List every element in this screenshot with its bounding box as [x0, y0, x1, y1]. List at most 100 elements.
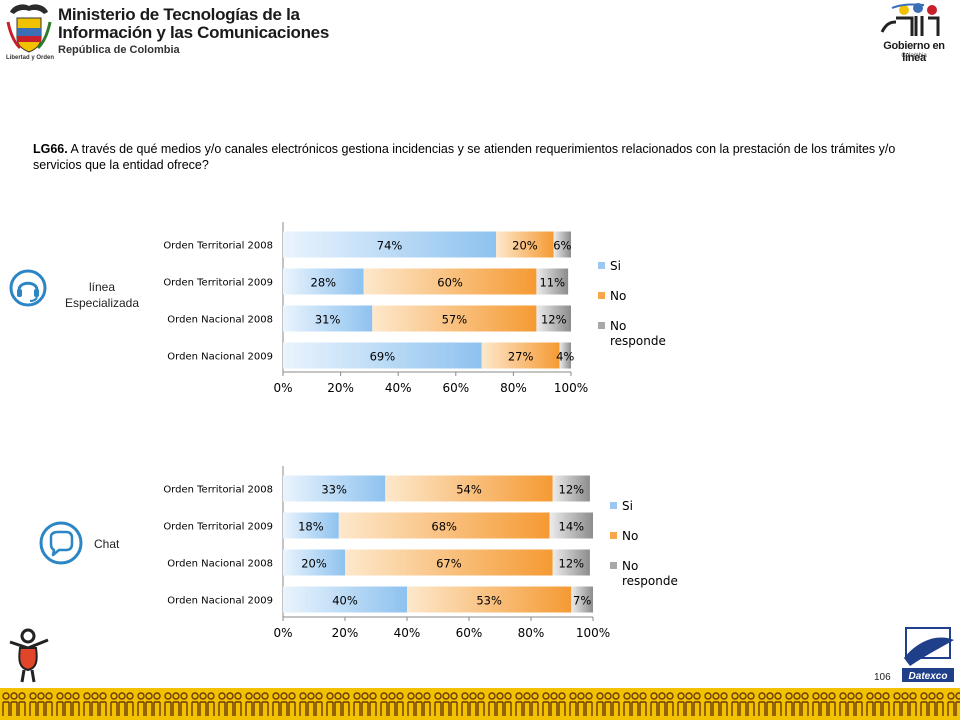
footer-figure-icon: [515, 692, 539, 716]
footer-figure-icon: [650, 692, 674, 716]
footer-figure-icon: [893, 692, 917, 716]
footer-figure-icon: [380, 692, 404, 716]
data-label: 11%: [539, 276, 565, 290]
data-label: 68%: [431, 520, 457, 534]
legend-swatch: [598, 292, 605, 299]
footer-figure-icon: [623, 692, 647, 716]
bar-segment-no-responde: [549, 512, 593, 539]
bar-segment-no-responde: [559, 342, 571, 369]
data-label: 7%: [573, 594, 591, 608]
footer-figure-icon: [920, 692, 944, 716]
x-tick-label: 60%: [442, 381, 469, 395]
person-figure-icon: [8, 628, 58, 684]
gobierno-en-linea-logo: Gobierno en línea Colombia: [872, 2, 956, 66]
legend-label: No: [622, 529, 638, 543]
ministry-line1: Ministerio de Tecnologías de la: [58, 5, 300, 24]
footer-band: [0, 688, 960, 720]
bar-segment-no-responde: [552, 475, 590, 502]
data-label: 12%: [541, 313, 567, 327]
footer-figure-icon: [812, 692, 836, 716]
footer-figure-icon: [488, 692, 512, 716]
category-label: Orden Territorial 2008: [163, 485, 273, 496]
bar-segment-si: [283, 512, 339, 539]
data-label: 18%: [298, 520, 324, 534]
data-label: 28%: [311, 276, 337, 290]
footer-figure-icon: [677, 692, 701, 716]
bar-segment-no: [481, 342, 560, 369]
category-label: Orden Territorial 2008: [163, 241, 273, 252]
chart-2: 0% 20% 40% 60% 80% 100% Orden Territorial 2008…: [163, 466, 678, 640]
legend-swatch: [598, 322, 605, 329]
data-label: 54%: [456, 483, 482, 497]
category-label: Orden Nacional 2009: [167, 596, 273, 607]
category-label: Orden Nacional 2008: [167, 315, 273, 326]
legend-swatch: [610, 502, 617, 509]
legend-swatch: [610, 562, 617, 569]
x-tick-label: 100%: [554, 381, 588, 395]
x-tick-label: 80%: [500, 381, 527, 395]
data-label: 33%: [321, 483, 347, 497]
x-tick-label: 80%: [518, 626, 545, 640]
footer-figure-icon: [110, 692, 134, 716]
footer-figure-icon: [164, 692, 188, 716]
bar-segment-si: [283, 268, 364, 295]
data-label: 20%: [512, 239, 538, 253]
legend-label: Si: [622, 499, 633, 513]
data-label: 53%: [476, 594, 502, 608]
x-tick-label: 20%: [332, 626, 359, 640]
x-tick-label: 0%: [273, 381, 292, 395]
ministry-title: Ministerio de Tecnologías de la Informac…: [58, 5, 329, 57]
footer-figure-icon: [596, 692, 620, 716]
data-label: 27%: [508, 350, 534, 364]
legend-label: No: [610, 289, 626, 303]
footer-figure-icon: [434, 692, 458, 716]
bar-segment-no-responde: [552, 549, 590, 576]
footer-figure-icon: [2, 692, 26, 716]
coat-of-arms-logo: Libertad y Orden: [4, 2, 54, 64]
datexco-logo: Datexco: [900, 626, 956, 684]
bar-segment-si: [283, 549, 345, 576]
x-tick-label: 40%: [394, 626, 421, 640]
section-label-chat: Chat: [94, 537, 120, 551]
footer-figure-icon: [704, 692, 728, 716]
section-label-linea: línea Especializada: [64, 280, 140, 310]
bar-segment-no: [338, 512, 550, 539]
footer-figure-icon: [29, 692, 53, 716]
footer-figure-icon: [785, 692, 809, 716]
bar-segment-si: [283, 586, 407, 613]
x-tick-label: 40%: [385, 381, 412, 395]
data-label: 69%: [370, 350, 396, 364]
footer-figure-icon: [272, 692, 296, 716]
category-label: Orden Nacional 2008: [167, 559, 273, 570]
footer-figure-icon: [542, 692, 566, 716]
data-label: 67%: [436, 557, 462, 571]
data-label: 74%: [377, 239, 403, 253]
x-tick-label: 20%: [327, 381, 354, 395]
data-label: 14%: [559, 520, 585, 534]
motto-text: Libertad y Orden: [6, 55, 55, 61]
data-label: 31%: [315, 313, 341, 327]
legend-label: No responde: [622, 559, 678, 588]
footer-figure-icon: [191, 692, 215, 716]
footer-figure-icon: [137, 692, 161, 716]
footer-figures-pattern: [2, 692, 960, 716]
chart-1: 0% 20% 40% 60% 80% 100% Orden Territorial 2008…: [163, 222, 666, 395]
x-tick-label: 0%: [273, 626, 292, 640]
ministry-line2: Información y las Comunicaciones: [58, 23, 329, 42]
page-number: 106: [874, 672, 891, 683]
category-label: Orden Territorial 2009: [163, 278, 273, 289]
footer-figure-icon: [407, 692, 431, 716]
bar-segment-no: [372, 305, 537, 332]
footer-figure-icon: [461, 692, 485, 716]
legend-label: No responde: [610, 319, 666, 348]
bar-segment-no: [345, 549, 553, 576]
footer-figure-icon: [947, 692, 960, 716]
footer-figure-icon: [731, 692, 755, 716]
bar-segment-si: [283, 231, 497, 258]
footer-figure-icon: [56, 692, 80, 716]
data-label: 57%: [442, 313, 468, 327]
legend-label: Si: [610, 259, 621, 273]
category-label: Orden Territorial 2009: [163, 522, 273, 533]
bar-segment-no-responde: [571, 586, 593, 613]
